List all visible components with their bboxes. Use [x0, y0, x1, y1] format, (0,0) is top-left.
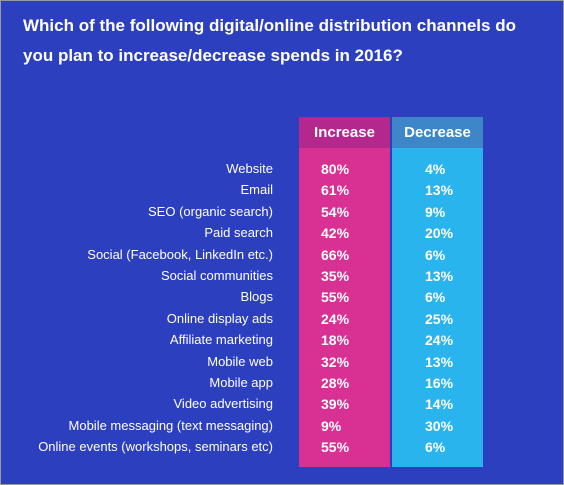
decrease-value: 13% [425, 268, 454, 284]
decrease-value: 25% [425, 310, 454, 327]
title: Which of the following digital/online di… [23, 16, 516, 65]
row-label: Website [226, 161, 273, 176]
increase-value: 80% [321, 161, 350, 177]
increase-value: 18% [321, 332, 350, 349]
row-label: SEO (organic search) [148, 203, 273, 219]
row-label: Mobile web [207, 353, 273, 369]
decrease-value: 6% [425, 289, 446, 306]
increase-value: 24% [321, 310, 350, 327]
decrease-value: 9% [425, 203, 446, 220]
decrease-value: 16% [425, 375, 454, 391]
increase-value: 39% [321, 396, 350, 413]
decrease-value: 13% [425, 353, 454, 370]
increase-value: 66% [321, 246, 350, 263]
row-label: Email [240, 182, 273, 198]
increase-value: 61% [321, 182, 350, 199]
decrease-value: 6% [425, 246, 446, 263]
increase-value: 9% [321, 417, 342, 434]
column-header: Decrease [392, 117, 483, 148]
column-header: Increase [299, 117, 390, 148]
increase-value: 55% [321, 289, 350, 306]
row-label: Mobile app [209, 375, 273, 390]
decrease-value: 30% [425, 417, 454, 434]
increase-value: 55% [321, 439, 350, 456]
decrease-value: 24% [425, 332, 454, 349]
row-label: Online events (workshops, seminars etc) [38, 439, 273, 455]
increase-value: 54% [321, 203, 350, 220]
row-label: Paid search [204, 225, 273, 241]
row-label: Blogs [240, 289, 273, 305]
row-label: Mobile messaging (text messaging) [68, 417, 273, 433]
row-label: Social communities [161, 268, 273, 283]
decrease-column [392, 117, 483, 467]
increase-value: 35% [321, 268, 350, 284]
row-label: Affiliate marketing [169, 332, 273, 348]
decrease-value: 6% [425, 439, 446, 456]
increase-value: 42% [321, 225, 350, 242]
row-label: Online display ads [166, 310, 273, 326]
increase-column [299, 117, 390, 467]
decrease-value: 20% [425, 225, 454, 242]
decrease-value: 14% [425, 396, 454, 413]
decrease-value: 4% [425, 161, 446, 177]
increase-value: 28% [321, 375, 350, 391]
decrease-value: 13% [425, 182, 454, 199]
row-label: Video advertising [173, 396, 274, 412]
row-label: Social (Facebook, LinkedIn etc.) [87, 246, 273, 262]
increase-value: 32% [321, 353, 350, 370]
